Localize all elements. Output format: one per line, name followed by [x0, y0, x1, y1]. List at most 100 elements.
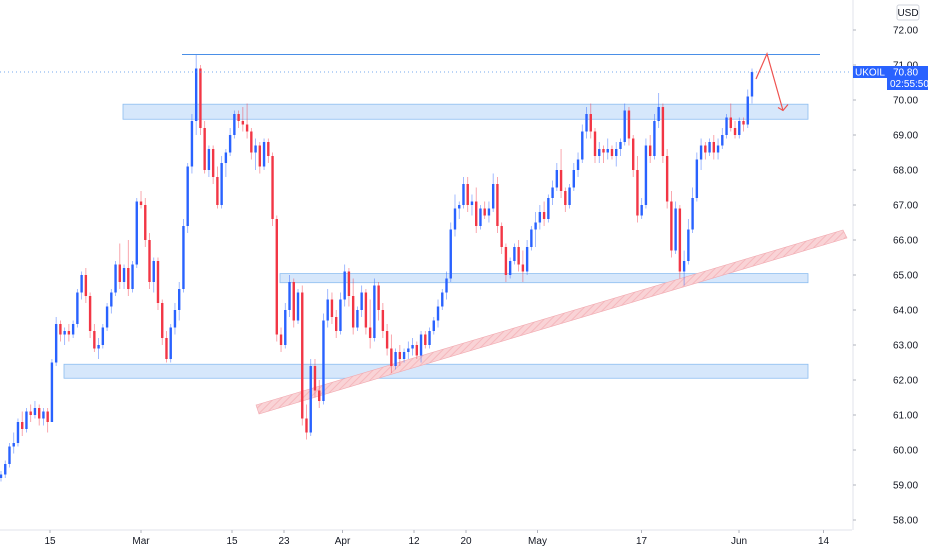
candle-body: [411, 345, 414, 349]
candle-body: [385, 331, 389, 349]
candle-body: [37, 408, 41, 419]
candle: [483, 201, 486, 219]
candle-body: [54, 324, 58, 363]
y-tick-label: 63.00: [893, 341, 918, 352]
candle: [534, 212, 537, 247]
candle-body: [496, 184, 499, 226]
candle: [678, 205, 682, 279]
candle: [610, 145, 614, 160]
candle: [33, 401, 37, 419]
candle: [699, 138, 703, 170]
candle: [292, 278, 295, 328]
candle-body: [602, 149, 605, 153]
candle-body: [699, 145, 703, 160]
candle-body: [390, 348, 393, 366]
symbol-label: UKOIL: [855, 68, 885, 79]
candle: [424, 331, 427, 349]
candle: [513, 243, 516, 265]
candle: [8, 443, 11, 468]
last-price-value: 70.80: [893, 68, 918, 79]
candle-body: [551, 187, 554, 198]
candle-body: [525, 247, 529, 272]
candle: [602, 145, 605, 163]
candle: [670, 191, 673, 258]
candle-body: [462, 184, 465, 205]
candle-body: [110, 292, 113, 307]
y-tick-label: 58.00: [893, 516, 918, 527]
candle: [504, 243, 508, 282]
candle-body: [12, 443, 15, 447]
candle-body: [322, 320, 325, 401]
candle: [127, 240, 130, 296]
candle-body: [135, 201, 138, 265]
candle: [475, 187, 478, 233]
candle-body: [114, 264, 117, 293]
candle-body: [131, 264, 134, 289]
candle-body: [127, 268, 130, 289]
candle: [288, 275, 291, 317]
candle-body: [691, 198, 694, 230]
candle-body: [725, 117, 728, 135]
y-tick-label: 64.00: [893, 306, 918, 317]
x-tick-label: Mar: [132, 536, 150, 547]
candle: [576, 152, 580, 177]
candle-body: [330, 299, 334, 317]
candle-body: [708, 142, 711, 153]
candle: [525, 240, 529, 275]
candle: [572, 163, 575, 191]
candle-body: [504, 247, 508, 275]
projection-arrow: [755, 52, 784, 111]
candle: [360, 285, 363, 317]
candle-body: [161, 303, 164, 338]
candle-body: [67, 331, 71, 335]
candle-body: [687, 229, 690, 261]
candle-body: [139, 201, 143, 205]
candle-body: [339, 299, 342, 331]
candle-body: [513, 247, 516, 261]
candle: [131, 261, 134, 293]
candle: [220, 156, 223, 209]
candle-body: [318, 390, 321, 401]
candle: [500, 222, 503, 254]
candle: [271, 152, 274, 226]
candle-body: [606, 149, 609, 153]
candle-body: [695, 159, 699, 198]
candle-body: [508, 261, 512, 275]
candle-body: [742, 121, 745, 125]
candle-body: [279, 334, 283, 345]
candle-body: [292, 282, 295, 321]
candle-body: [738, 121, 741, 135]
candle: [381, 303, 385, 338]
candle: [636, 156, 639, 223]
candle: [301, 285, 304, 426]
candle-body: [661, 107, 665, 156]
candle: [309, 359, 312, 436]
candle-body: [220, 163, 223, 205]
candle: [148, 233, 151, 289]
y-tick-label: 62.00: [893, 376, 918, 387]
candle: [59, 320, 62, 342]
candle-body: [29, 411, 32, 415]
candle-body: [449, 229, 452, 279]
candle-body: [453, 208, 457, 230]
candle: [334, 310, 338, 338]
candle-body: [568, 187, 571, 205]
candle-body: [284, 310, 287, 345]
candle-body: [585, 114, 588, 132]
candle: [101, 324, 105, 349]
candle: [712, 135, 716, 160]
candle: [237, 110, 240, 128]
candle: [46, 408, 49, 433]
candle: [207, 145, 211, 177]
candle: [16, 418, 20, 447]
candle-body: [619, 142, 622, 149]
candle-body: [432, 320, 435, 331]
candle: [593, 128, 597, 163]
candle: [250, 128, 253, 160]
candle-body: [326, 299, 329, 321]
candle: [169, 324, 172, 363]
candle: [449, 222, 452, 282]
candle: [165, 331, 168, 363]
candle: [63, 327, 66, 345]
